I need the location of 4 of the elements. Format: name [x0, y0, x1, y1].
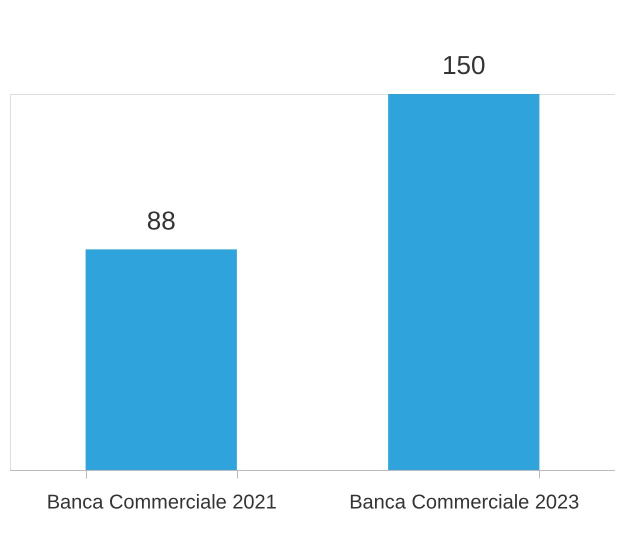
data-label: 150: [442, 50, 486, 80]
data-label: 88: [146, 205, 176, 236]
x-tick-label: Banca Commerciale 2023: [349, 492, 580, 514]
x-tick-label: Banca Commerciale 2021: [46, 492, 277, 514]
